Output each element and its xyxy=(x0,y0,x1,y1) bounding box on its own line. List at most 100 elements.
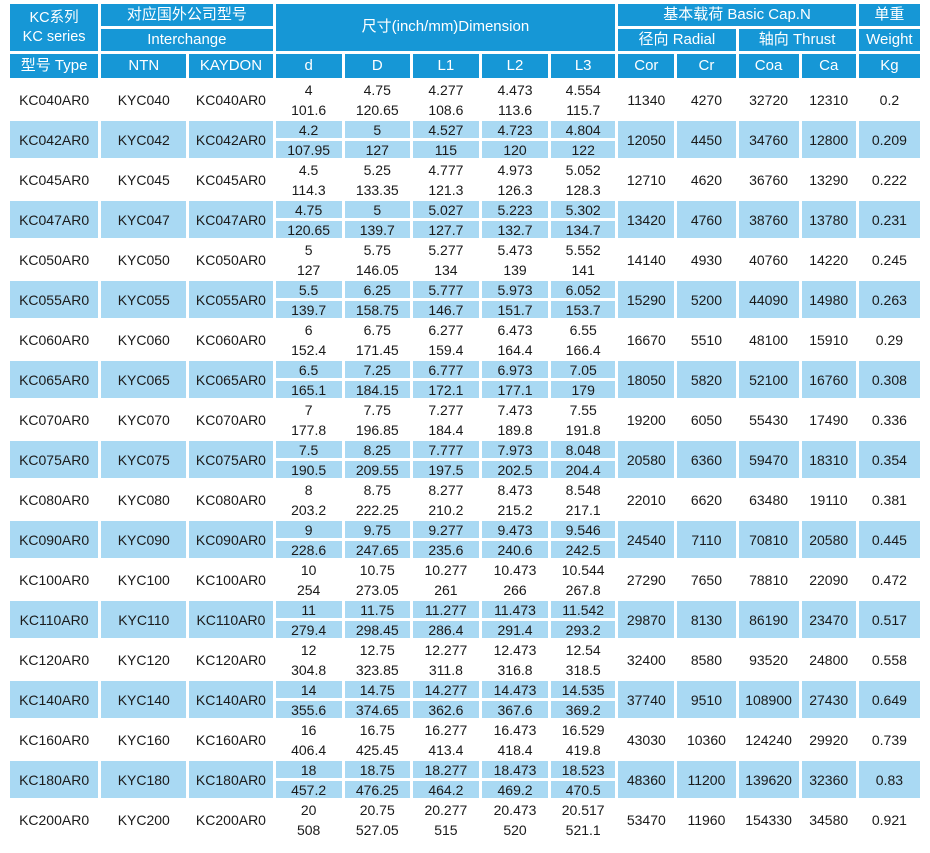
l3-mm-value: 122 xyxy=(571,141,595,158)
d-mm-value: 406.4 xyxy=(291,741,327,758)
l3-mm-value: 419.8 xyxy=(565,741,601,758)
l1-mm-value: 134 xyxy=(434,261,458,278)
cell-cor-value: 27290 xyxy=(618,561,675,598)
cell-kg-value: 0.921 xyxy=(858,801,920,838)
cell-ntn-model: KYC050 xyxy=(101,241,187,278)
l2-inch-value: 12.473 xyxy=(481,641,549,661)
l2-mm-value: 520 xyxy=(503,821,527,838)
header-basic-cap: 基本载荷 Basic Cap.N xyxy=(618,4,856,26)
l3-mm-value: 521.1 xyxy=(565,821,601,838)
cell-dim-D: 8.75 222.25 xyxy=(344,481,410,518)
l1-inch-value: 9.277 xyxy=(412,521,479,541)
header-weight-en: Weight xyxy=(858,29,920,51)
l1-mm-value: 413.4 xyxy=(428,741,464,758)
cell-coa-value: 59470 xyxy=(738,441,799,478)
cell-ntn-model: KYC160 xyxy=(101,721,187,758)
cell-dim-D: 5.25 133.35 xyxy=(344,161,410,198)
cell-dim-l3: 14.535 369.2 xyxy=(551,681,616,718)
l1-inch-value: 7.277 xyxy=(412,401,479,421)
d-mm-value: 177.8 xyxy=(291,421,327,438)
table-header: KC系列 KC series 对应国外公司型号 尺寸(inch/mm)Dimen… xyxy=(10,4,920,78)
cell-model-type: KC050AR0 xyxy=(10,241,99,278)
cell-cor-value: 16670 xyxy=(618,321,675,358)
cell-dim-l2: 6.973 177.1 xyxy=(481,361,549,398)
cell-dim-l2: 14.473 367.6 xyxy=(481,681,549,718)
d-inch-value: 7.5 xyxy=(275,441,342,461)
cell-dim-d: 7.5 190.5 xyxy=(275,441,342,478)
D-inch-value: 7.75 xyxy=(344,401,410,421)
cell-dim-D: 11.75 298.45 xyxy=(344,601,410,638)
cell-dim-D: 12.75 323.85 xyxy=(344,641,410,678)
cell-cr-value: 10360 xyxy=(677,721,736,758)
cell-kaydon-model: KC055AR0 xyxy=(189,281,273,318)
cell-dim-D: 14.75 374.65 xyxy=(344,681,410,718)
col-header-cor: Cor xyxy=(618,54,675,78)
cell-kaydon-model: KC110AR0 xyxy=(189,601,273,638)
cell-cr-value: 4620 xyxy=(677,161,736,198)
l2-inch-value: 14.473 xyxy=(481,681,549,701)
d-inch-value: 16 xyxy=(275,721,342,741)
cell-coa-value: 38760 xyxy=(738,201,799,238)
cell-model-type: KC070AR0 xyxy=(10,401,99,438)
cell-ca-value: 13780 xyxy=(801,201,856,238)
table-row: KC070AR0 KYC070 KC070AR0 7 177.8 7.75 196.… xyxy=(10,401,920,438)
cell-dim-l2: 5.973 151.7 xyxy=(481,281,549,318)
col-header-ntn: NTN xyxy=(101,54,187,78)
cell-model-type: KC055AR0 xyxy=(10,281,99,318)
d-mm-value: 508 xyxy=(296,821,321,838)
cell-kaydon-model: KC050AR0 xyxy=(189,241,273,278)
l1-inch-value: 8.277 xyxy=(412,481,479,501)
cell-dim-D: 16.75 425.45 xyxy=(344,721,410,758)
cell-cr-value: 5200 xyxy=(677,281,736,318)
cell-cr-value: 6360 xyxy=(677,441,736,478)
d-mm-value: 228.6 xyxy=(291,541,327,558)
header-series-en: KC series xyxy=(22,28,86,45)
cell-dim-d: 11 279.4 xyxy=(275,601,342,638)
l2-mm-value: 177.1 xyxy=(497,381,533,398)
cell-model-type: KC047AR0 xyxy=(10,201,99,238)
d-mm-value: 127 xyxy=(296,261,321,278)
l1-mm-value: 184.4 xyxy=(428,421,464,438)
cell-cor-value: 24540 xyxy=(618,521,675,558)
l3-inch-value: 4.804 xyxy=(551,121,616,141)
cell-kaydon-model: KC070AR0 xyxy=(189,401,273,438)
table-row: KC075AR0 KYC075 KC075AR0 7.5 190.5 8.25 20… xyxy=(10,441,920,478)
d-inch-value: 4.5 xyxy=(275,161,342,181)
l1-inch-value: 7.777 xyxy=(412,441,479,461)
cell-cr-value: 4450 xyxy=(677,121,736,158)
cell-dim-l3: 20.517 521.1 xyxy=(551,801,616,838)
D-inch-value: 9.75 xyxy=(344,521,410,541)
cell-model-type: KC065AR0 xyxy=(10,361,99,398)
cell-dim-l3: 16.529 419.8 xyxy=(551,721,616,758)
cell-cr-value: 4760 xyxy=(677,201,736,238)
d-mm-value: 279.4 xyxy=(291,621,327,638)
cell-dim-l2: 8.473 215.2 xyxy=(481,481,549,518)
cell-kaydon-model: KC040AR0 xyxy=(189,81,273,118)
cell-dim-d: 6 152.4 xyxy=(275,321,342,358)
col-header-type: 型号 Type xyxy=(10,54,99,78)
cell-kg-value: 0.558 xyxy=(858,641,920,678)
cell-kg-value: 0.472 xyxy=(858,561,920,598)
l2-inch-value: 16.473 xyxy=(481,721,549,741)
d-inch-value: 10 xyxy=(275,561,342,581)
cell-dim-d: 4.5 114.3 xyxy=(275,161,342,198)
l1-mm-value: 115 xyxy=(434,141,458,158)
cell-kaydon-model: KC075AR0 xyxy=(189,441,273,478)
l2-mm-value: 418.4 xyxy=(497,741,533,758)
cell-kaydon-model: KC090AR0 xyxy=(189,521,273,558)
cell-cor-value: 32400 xyxy=(618,641,675,678)
cell-kaydon-model: KC042AR0 xyxy=(189,121,273,158)
cell-dim-l1: 14.277 362.6 xyxy=(412,681,479,718)
l3-mm-value: 293.2 xyxy=(565,621,601,638)
D-inch-value: 6.75 xyxy=(344,321,410,341)
d-inch-value: 6 xyxy=(275,321,342,341)
l1-mm-value: 311.8 xyxy=(428,661,463,678)
cell-kg-value: 0.245 xyxy=(858,241,920,278)
l1-mm-value: 108.6 xyxy=(428,101,464,118)
cell-dim-l1: 20.277 515 xyxy=(412,801,479,838)
cell-dim-l1: 4.277 108.6 xyxy=(412,81,479,118)
cell-kg-value: 0.354 xyxy=(858,441,920,478)
D-inch-value: 5 xyxy=(344,121,410,141)
cell-dim-l2: 11.473 291.4 xyxy=(481,601,549,638)
cell-coa-value: 124240 xyxy=(738,721,799,758)
